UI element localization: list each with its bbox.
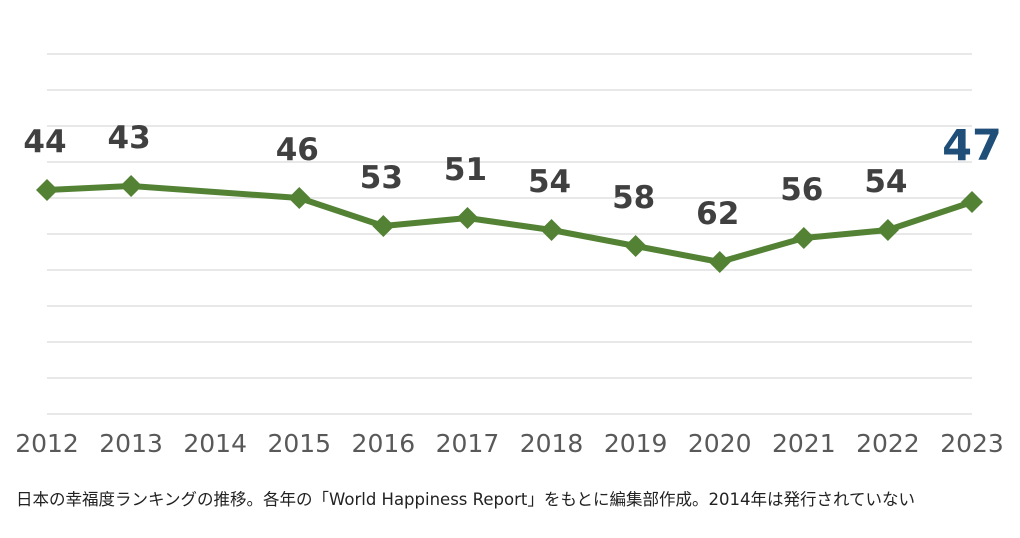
x-tick-label: 2012 [15, 429, 79, 458]
data-point-marker [540, 219, 563, 241]
data-labels-layer: 44 43 46 53 51 54 58 62 56 54 47 [23, 120, 1001, 232]
x-tick-label: 2014 [183, 429, 247, 458]
data-point-marker [288, 187, 311, 209]
data-point-marker [624, 235, 647, 257]
x-tick-label: 2020 [688, 429, 752, 458]
x-tick-label: 2017 [436, 429, 500, 458]
data-point-marker [120, 175, 143, 197]
data-label: 54 [528, 164, 571, 200]
data-point-marker [36, 179, 58, 201]
data-label: 56 [780, 172, 823, 208]
data-point-marker [792, 227, 815, 249]
x-tick-label: 2019 [604, 429, 668, 458]
x-tick-label: 2022 [856, 429, 920, 458]
gridlines [47, 53, 972, 415]
x-tick-label: 2023 [940, 429, 1004, 458]
x-tick-label: 2013 [99, 429, 163, 458]
data-label: 54 [864, 164, 907, 200]
x-tick-label: 2015 [267, 429, 331, 458]
data-point-marker [372, 215, 395, 237]
data-label: 46 [276, 132, 319, 168]
data-point-marker [708, 251, 731, 273]
data-label: 51 [444, 152, 487, 188]
data-label: 47 [942, 121, 1002, 171]
data-label: 43 [108, 120, 151, 156]
data-point-marker [456, 207, 479, 229]
data-label: 53 [360, 160, 403, 196]
chart-caption: 日本の幸福度ランキングの推移。各年の「World Happiness Repor… [16, 490, 915, 509]
markers-layer [36, 175, 983, 273]
data-point-marker [961, 191, 983, 213]
data-label: 62 [696, 196, 739, 232]
x-tick-label: 2021 [772, 429, 836, 458]
x-axis-tick-labels: 2012 2013 2014 2015 2016 2017 2018 2019 2020 2021… [15, 429, 1004, 458]
data-point-marker [876, 219, 899, 241]
x-tick-label: 2018 [520, 429, 584, 458]
data-label: 44 [23, 124, 66, 160]
x-tick-label: 2016 [352, 429, 416, 458]
data-label: 58 [612, 180, 655, 216]
